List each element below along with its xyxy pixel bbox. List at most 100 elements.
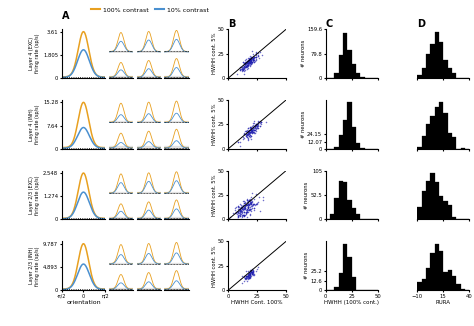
Point bbox=[243, 60, 250, 65]
Point bbox=[247, 57, 255, 63]
Point bbox=[246, 128, 254, 133]
Point bbox=[246, 272, 254, 277]
Bar bbox=[443, 60, 447, 78]
Point bbox=[244, 59, 252, 64]
Point bbox=[239, 208, 246, 213]
Point bbox=[244, 214, 251, 219]
Bar bbox=[422, 68, 426, 78]
Point bbox=[234, 204, 242, 210]
Point bbox=[256, 124, 264, 129]
Bar bbox=[352, 208, 356, 219]
Point bbox=[242, 273, 250, 278]
Point bbox=[237, 205, 244, 211]
Point bbox=[251, 55, 258, 60]
Point bbox=[245, 135, 252, 140]
Point bbox=[233, 204, 240, 209]
Point bbox=[251, 205, 258, 211]
Point bbox=[242, 128, 250, 134]
Point bbox=[241, 276, 249, 281]
Point bbox=[249, 56, 256, 61]
Point bbox=[234, 206, 242, 212]
Point bbox=[246, 134, 253, 139]
Point bbox=[243, 208, 251, 214]
Point bbox=[237, 204, 245, 209]
Point bbox=[246, 129, 254, 134]
Point bbox=[240, 132, 248, 137]
Point bbox=[237, 208, 245, 213]
Point bbox=[240, 68, 248, 74]
Bar bbox=[109, 217, 133, 219]
Point bbox=[241, 275, 248, 280]
Y-axis label: Layer 4 (INH)
firing rate (sp/s): Layer 4 (INH) firing rate (sp/s) bbox=[29, 105, 40, 144]
Point bbox=[246, 270, 254, 275]
Point bbox=[250, 201, 258, 206]
Point bbox=[245, 197, 253, 202]
Point bbox=[236, 209, 243, 214]
Point bbox=[244, 64, 252, 69]
Point bbox=[235, 215, 242, 220]
Bar bbox=[439, 196, 443, 219]
Point bbox=[247, 130, 255, 135]
Point bbox=[247, 269, 255, 274]
Point bbox=[245, 274, 252, 279]
Point bbox=[250, 128, 257, 133]
Bar bbox=[435, 182, 439, 219]
Point bbox=[242, 203, 250, 208]
Point bbox=[243, 61, 250, 66]
Bar bbox=[461, 289, 465, 290]
Point bbox=[240, 132, 248, 137]
Point bbox=[254, 53, 262, 58]
Point bbox=[251, 130, 258, 136]
Point bbox=[250, 131, 257, 136]
Point bbox=[244, 62, 252, 67]
Point bbox=[246, 274, 254, 280]
Point bbox=[240, 204, 247, 210]
Point bbox=[243, 60, 251, 65]
Text: D: D bbox=[417, 19, 425, 29]
Point bbox=[243, 133, 251, 138]
Point bbox=[242, 275, 250, 280]
Point bbox=[258, 52, 265, 57]
Point bbox=[246, 198, 253, 203]
Point bbox=[246, 132, 253, 137]
Point bbox=[256, 123, 264, 128]
Point bbox=[238, 213, 246, 218]
Bar bbox=[435, 107, 439, 149]
Point bbox=[239, 135, 247, 140]
Point bbox=[237, 209, 244, 215]
Bar bbox=[417, 282, 422, 290]
Text: B: B bbox=[228, 19, 236, 29]
Point bbox=[248, 48, 255, 53]
Point bbox=[244, 210, 251, 215]
Point bbox=[243, 131, 250, 136]
Bar bbox=[443, 272, 447, 290]
Point bbox=[243, 64, 250, 69]
Point bbox=[246, 199, 254, 204]
Point bbox=[244, 60, 252, 66]
Point bbox=[251, 124, 259, 129]
Point bbox=[243, 134, 251, 140]
Point bbox=[238, 204, 246, 210]
Point bbox=[248, 55, 255, 60]
Point bbox=[244, 62, 251, 67]
Point bbox=[247, 194, 255, 199]
Point bbox=[241, 205, 249, 210]
Point bbox=[246, 200, 254, 205]
Point bbox=[236, 208, 244, 213]
Point bbox=[243, 275, 251, 280]
Bar bbox=[164, 263, 189, 265]
Point bbox=[237, 217, 245, 222]
Point bbox=[248, 128, 256, 133]
Point bbox=[247, 268, 255, 273]
Bar bbox=[137, 192, 161, 194]
Point bbox=[247, 125, 255, 130]
Point bbox=[252, 268, 259, 273]
Point bbox=[240, 62, 247, 67]
Point bbox=[237, 202, 244, 207]
Bar bbox=[452, 217, 456, 219]
Point bbox=[249, 55, 257, 61]
Point bbox=[241, 204, 249, 209]
Point bbox=[254, 50, 262, 55]
Point bbox=[248, 268, 255, 273]
Point bbox=[243, 197, 250, 202]
